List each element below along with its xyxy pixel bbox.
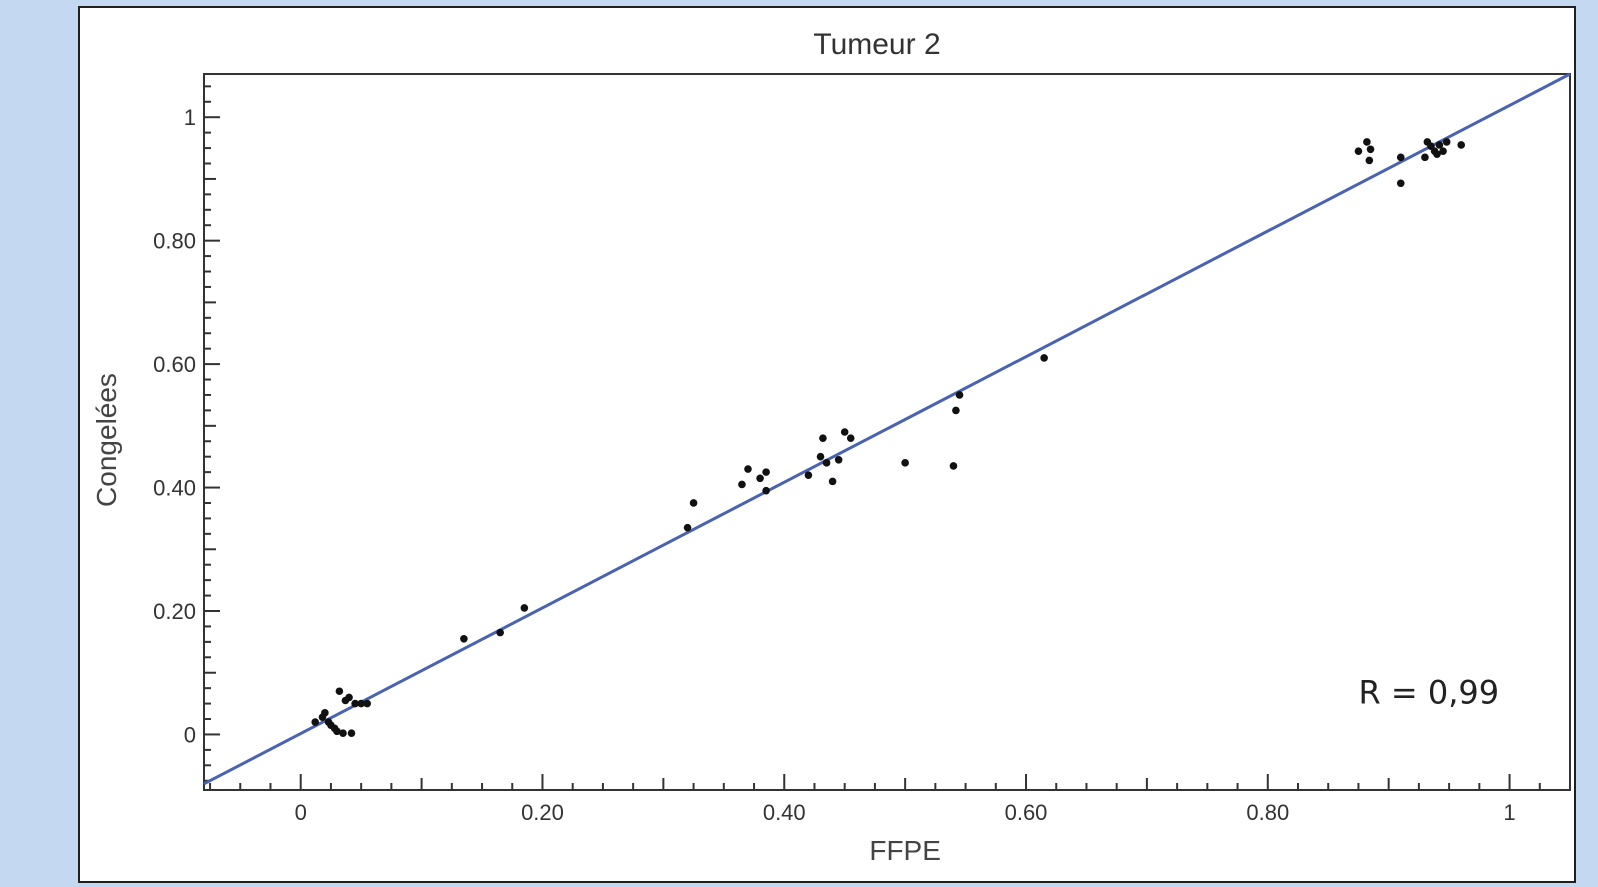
- data-point: [1366, 145, 1375, 154]
- x-tick-label: 0.40: [763, 800, 806, 825]
- x-tick-label: 0.60: [1005, 800, 1048, 825]
- correlation-annotation: R = 0,99: [1358, 674, 1499, 712]
- data-point: [952, 406, 960, 415]
- y-tick-label: 1: [184, 105, 196, 130]
- data-point: [1365, 156, 1374, 165]
- data-point: [363, 699, 371, 708]
- data-point: [520, 604, 529, 612]
- x-axis-title: FFPE: [869, 835, 941, 866]
- data-point: [1435, 141, 1444, 149]
- chart-panel: Tumeur 2 0 0.20 0.40 0.60 0.80 1 0 0.20 0.40 0.6…: [78, 6, 1576, 883]
- data-point: [496, 628, 504, 637]
- data-point: [822, 459, 831, 467]
- data-point: [1363, 138, 1371, 146]
- data-point: [834, 455, 843, 464]
- data-point: [339, 729, 347, 738]
- data-point: [347, 729, 356, 738]
- data-point: [1457, 141, 1466, 149]
- data-point: [828, 477, 837, 486]
- data-point: [335, 687, 344, 696]
- regression-line: [203, 72, 1571, 786]
- data-point: [840, 428, 849, 436]
- y-axis-title: Congelées: [91, 373, 122, 507]
- data-point: [321, 709, 329, 717]
- x-tick-label: 0.20: [521, 800, 564, 825]
- data-point: [1396, 179, 1405, 188]
- data-point: [901, 459, 909, 467]
- y-tick-label: 0.80: [153, 229, 196, 254]
- data-point: [955, 391, 964, 399]
- data-point: [357, 699, 365, 708]
- y-tick-label: 0.60: [153, 352, 196, 377]
- data-point: [351, 699, 359, 708]
- data-point: [345, 693, 353, 702]
- data-point: [1439, 147, 1447, 155]
- data-point: [744, 465, 752, 473]
- data-point: [333, 727, 341, 736]
- y-tick-label: 0.40: [153, 476, 196, 501]
- data-point: [1040, 354, 1048, 362]
- data-point: [804, 471, 813, 480]
- data-point: [816, 452, 825, 461]
- plot-frame: [203, 73, 1571, 791]
- data-point: [1354, 147, 1363, 155]
- x-tick-label: 1: [1503, 800, 1515, 825]
- chart-title: Tumeur 2: [813, 28, 940, 61]
- data-point: [1421, 153, 1429, 162]
- x-tick-label: 0.80: [1246, 800, 1289, 825]
- y-tick-label: 0: [184, 722, 196, 747]
- data-point: [1433, 150, 1441, 159]
- data-point: [689, 499, 698, 507]
- data-point: [949, 462, 958, 470]
- y-tick-label: 0.20: [153, 599, 196, 624]
- data-point: [738, 480, 746, 489]
- data-point: [460, 634, 468, 643]
- data-point: [1442, 138, 1451, 146]
- data-point: [846, 434, 855, 442]
- x-tick-label: 0: [295, 800, 307, 825]
- data-point: [762, 486, 770, 495]
- data-point: [311, 718, 320, 726]
- scatter-chart: Tumeur 2 0 0.20 0.40 0.60 0.80 1 0 0.20 0.40 0.6…: [91, 28, 1571, 866]
- data-point: [683, 523, 692, 532]
- data-point: [1396, 153, 1405, 162]
- data-point: [762, 468, 770, 476]
- data-points: [311, 138, 1466, 738]
- data-point: [819, 434, 827, 442]
- y-axis: 0 0.20 0.40 0.60 0.80 1: [153, 85, 220, 782]
- x-axis: 0 0.20 0.40 0.60 0.80 1: [209, 774, 1571, 825]
- data-point: [756, 474, 764, 483]
